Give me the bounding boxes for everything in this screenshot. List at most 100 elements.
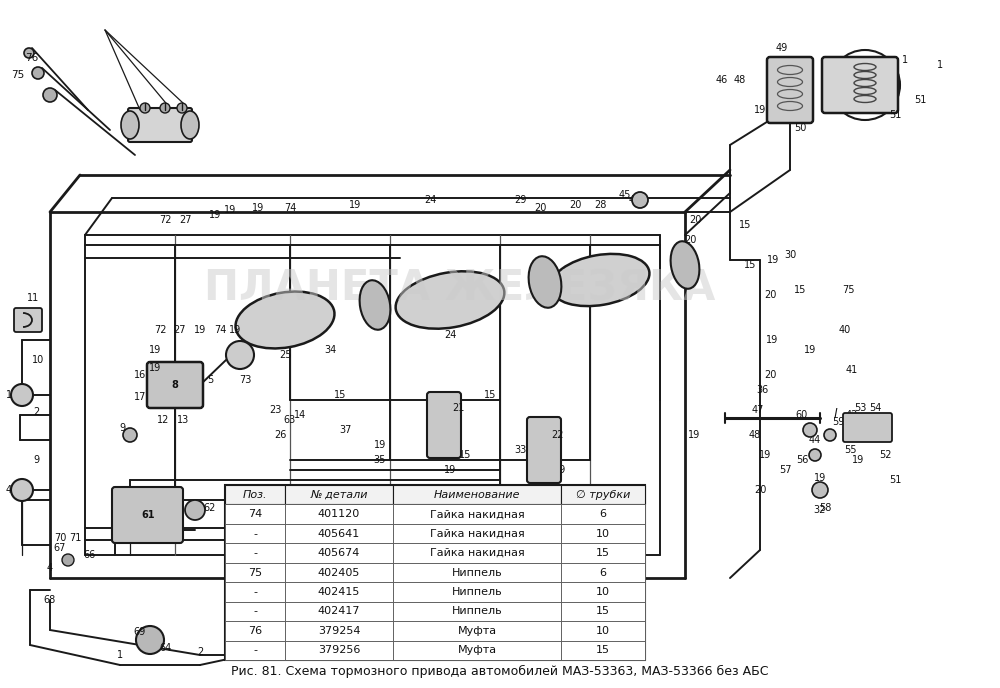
Bar [285,524,393,544]
Bar [393,563,561,582]
Bar [285,485,393,504]
Text: 47: 47 [752,405,764,415]
Text: 52: 52 [879,450,891,460]
Text: 24: 24 [424,195,436,205]
Text: 1: 1 [6,390,12,400]
Bar [561,504,645,524]
Circle shape [438,588,462,612]
Circle shape [140,103,150,113]
Circle shape [32,67,44,79]
Text: Поз.: Поз. [243,490,267,499]
Text: 60: 60 [796,410,808,420]
FancyBboxPatch shape [14,308,42,332]
FancyBboxPatch shape [767,57,813,123]
Text: 4: 4 [47,563,53,573]
Text: 15: 15 [794,285,806,295]
Text: 68: 68 [44,595,56,605]
Text: 42: 42 [846,410,858,420]
Text: 48: 48 [749,430,761,440]
Text: 7: 7 [577,500,583,510]
Text: 20: 20 [569,200,581,210]
Bar [225,485,645,660]
Text: 65: 65 [234,525,246,535]
Circle shape [632,192,648,208]
Text: 35: 35 [374,455,386,465]
Text: 66: 66 [84,550,96,560]
Text: 45: 45 [619,190,631,200]
Bar [225,544,285,563]
Text: 27: 27 [174,325,186,335]
Text: 44: 44 [809,435,821,445]
Bar [393,544,561,563]
Text: 21: 21 [452,403,464,413]
Text: 30: 30 [784,250,796,260]
Text: 71: 71 [69,533,81,543]
Bar [285,641,393,660]
Circle shape [62,554,74,566]
Text: 33: 33 [514,445,526,455]
Text: 402405: 402405 [318,568,360,577]
Text: 20: 20 [534,203,546,213]
Bar [561,621,645,641]
Text: 405641: 405641 [318,528,360,539]
Text: 34: 34 [324,345,336,355]
Text: 402415: 402415 [318,587,360,597]
Bar [561,563,645,582]
Text: 3: 3 [367,605,373,615]
Bar [225,504,285,524]
Text: 28: 28 [594,200,606,210]
Text: -: - [253,587,257,597]
Text: 11: 11 [27,293,39,303]
Text: 41: 41 [846,365,858,375]
Ellipse shape [360,280,390,330]
Bar [225,485,285,504]
Text: 74: 74 [248,509,262,519]
Text: 6: 6 [600,568,606,577]
Text: 53: 53 [854,403,866,413]
Circle shape [824,429,836,441]
Text: 15: 15 [739,220,751,230]
Text: 379256: 379256 [318,645,360,655]
Bar [561,544,645,563]
Text: 12: 12 [157,415,169,425]
Text: 54: 54 [869,403,881,413]
Text: 15: 15 [596,645,610,655]
Text: 19: 19 [852,455,864,465]
Bar [393,602,561,621]
Circle shape [185,500,205,520]
Bar [285,621,393,641]
FancyBboxPatch shape [527,417,561,483]
Text: 51: 51 [889,110,901,120]
Bar [5,5,210,170]
Bar [561,524,645,544]
Bar [285,602,393,621]
Text: 19: 19 [767,255,779,265]
Text: 19: 19 [149,363,161,373]
Text: 20: 20 [764,290,776,300]
Ellipse shape [551,254,649,306]
Text: 5: 5 [207,375,213,385]
Text: 75: 75 [842,285,854,295]
Text: 15: 15 [596,606,610,616]
Text: 51: 51 [889,475,901,485]
Bar [561,582,645,602]
Text: Гайка накидная: Гайка накидная [430,528,524,539]
Bar [285,544,393,563]
Text: 72: 72 [154,325,166,335]
Bar [225,524,285,544]
Bar [225,641,285,660]
Bar [393,621,561,641]
Text: 20: 20 [764,370,776,380]
Text: 15: 15 [596,548,610,558]
Text: Ниппель: Ниппель [452,568,502,577]
Text: № детали: № детали [310,490,368,499]
FancyBboxPatch shape [843,413,892,442]
Text: 39: 39 [564,560,576,570]
Text: 63: 63 [284,415,296,425]
Text: 48: 48 [734,75,746,85]
Text: 57: 57 [779,465,791,475]
FancyBboxPatch shape [822,57,898,113]
Ellipse shape [396,271,504,329]
Text: -: - [253,548,257,558]
Text: 19: 19 [444,465,456,475]
